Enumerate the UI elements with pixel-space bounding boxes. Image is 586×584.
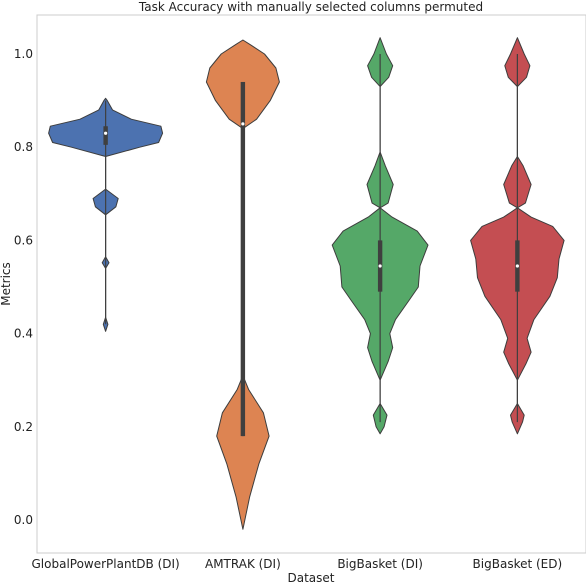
violin-iqr-box <box>240 81 246 437</box>
y-tick-label: 0.6 <box>14 233 33 247</box>
y-tick-label: 1.0 <box>14 47 33 61</box>
x-tick-label: BigBasket (ED) <box>473 557 563 571</box>
violin-median-marker <box>241 122 245 126</box>
chart-title: Task Accuracy with manually selected col… <box>138 0 483 14</box>
violin-median-marker <box>515 264 519 268</box>
x-axis-ticks: GlobalPowerPlantDB (DI) AMTRAK (DI) BigBas… <box>32 557 563 571</box>
y-tick-label: 0.0 <box>14 513 33 527</box>
x-axis-title: Dataset <box>288 571 335 584</box>
violin-3 <box>331 37 429 435</box>
x-tick-label: BigBasket (DI) <box>337 557 423 571</box>
y-axis-title: Metrics <box>0 262 13 306</box>
violin-iqr-box <box>103 126 108 145</box>
y-axis-ticks: 0.0 0.2 0.4 0.6 0.8 1.0 <box>14 47 33 527</box>
y-tick-label: 0.2 <box>14 420 33 434</box>
y-tick-label: 0.8 <box>14 140 33 154</box>
violin-1 <box>48 97 164 332</box>
violin-median-marker <box>104 131 108 135</box>
violin-median-marker <box>378 264 382 268</box>
x-tick-label: GlobalPowerPlantDB (DI) <box>32 557 180 571</box>
x-tick-label: AMTRAK (DI) <box>205 557 281 571</box>
violin-4 <box>470 37 565 435</box>
violin-2 <box>205 39 280 530</box>
violins-layer <box>48 37 565 530</box>
y-tick-label: 0.4 <box>14 327 33 341</box>
